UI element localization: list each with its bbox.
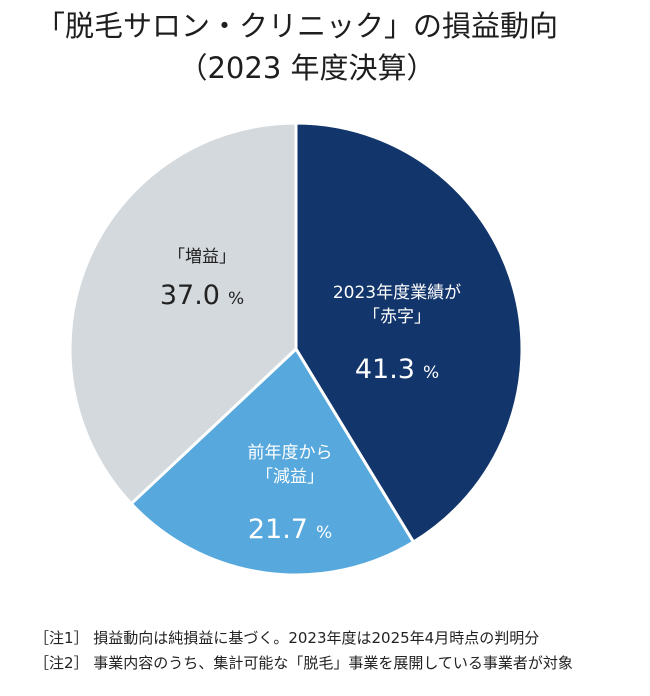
pie-slice-3	[68, 121, 298, 506]
slice-label-2-line-1: 前年度から	[248, 443, 333, 463]
footnote-1: ［注1］ 損益動向は純損益に基づく。2023年度は2025年4月時点の判明分	[34, 629, 540, 647]
slice-label-1-line-2: 「赤字」	[363, 307, 431, 327]
pie-chart: 2023年度業績が「赤字」 41.3 % 前年度から「減益」 21.7 % 「増益」 37.0…	[68, 121, 524, 577]
chart-title-line-1: 「脱毛サロン・クリニック」の損益動向	[35, 9, 558, 43]
footnote-2: ［注2］ 事業内容のうち、集計可能な「脱毛」事業を展開している事業者が対象	[34, 654, 573, 672]
pie-slice-2	[129, 347, 415, 577]
chart-title-line-2: （2023 年度決算）	[178, 51, 436, 85]
slice-label-1-line-1: 2023年度業績が	[333, 283, 461, 303]
slice-value-1: 41.3%	[355, 354, 439, 385]
slice-label-3-line-1: 「増益」	[168, 247, 236, 267]
slice-value-3: 37.0%	[160, 280, 244, 311]
slice-label-2-line-2: 「減益」	[256, 467, 324, 487]
slice-value-2: 21.7%	[248, 514, 332, 545]
pie-slice-1	[294, 121, 524, 544]
